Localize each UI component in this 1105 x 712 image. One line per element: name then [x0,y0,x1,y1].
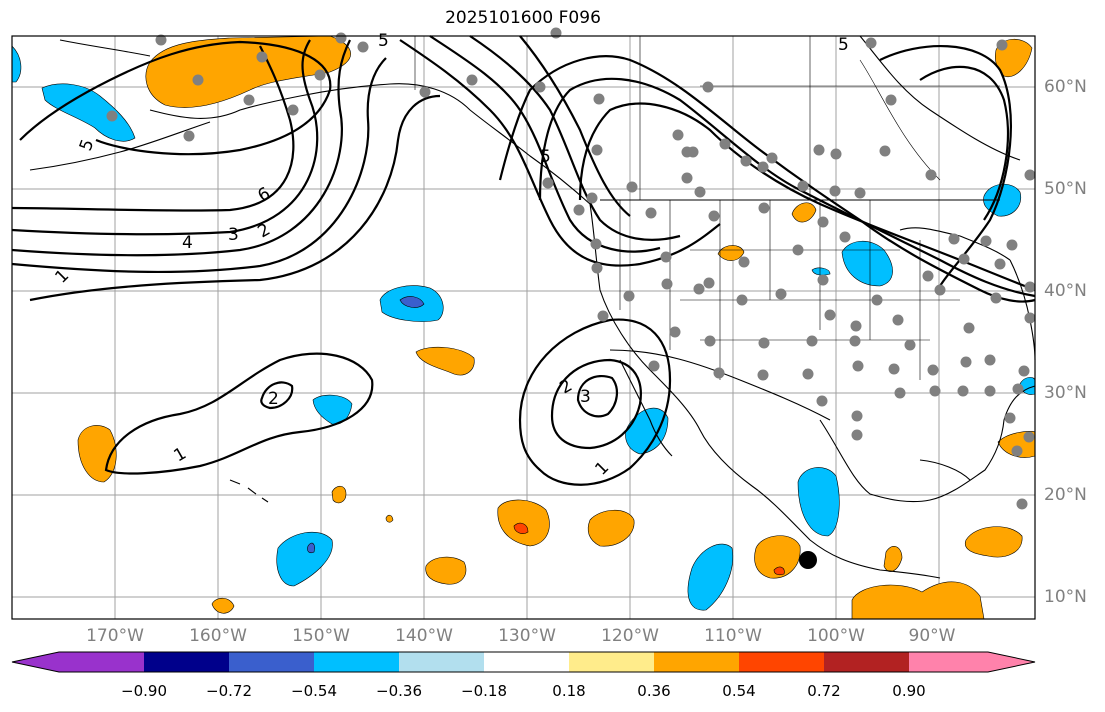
colorbar-tick-label: −0.72 [206,682,252,700]
lat-label: 20°N [1044,485,1087,505]
colorbar-tick-label: 0.72 [807,682,841,700]
contour-2-hawaii [104,352,374,475]
lat-label: 50°N [1044,179,1087,199]
blue-region-west-edge [11,45,22,83]
lon-label: 170°W [86,626,144,646]
royal-blue-core-south-1 [307,542,315,554]
orange-region-bottom-right [851,581,985,620]
contour-east-loop [879,45,1013,287]
yucatan [919,459,971,481]
state-borders [414,36,1000,380]
alaska-coast [59,39,591,205]
contour-label-3: 3 [228,225,239,245]
orange-region-central-america-1 [883,546,903,572]
red-core-south-1 [513,522,529,534]
contour-label-5-north: 5 [378,31,389,51]
contour-trough-outer [498,55,1036,303]
contour-ridge-2 [429,35,661,253]
contour-1-mexico [518,318,672,486]
baja-peninsula [619,359,673,457]
blue-region-pacific-south [687,543,734,611]
royal-blue-core-central-pacific [399,296,425,308]
coastlines [29,35,1036,579]
lat-label: 30°N [1044,383,1087,403]
contour-ring-c [11,57,387,274]
lon-label: 100°W [807,626,865,646]
contour-2-hawaii-inner [260,381,294,410]
blue-region-mexico-inland [797,467,840,537]
contour-ridge-4 [519,35,631,217]
contour-ring-a [11,39,319,236]
contour-2-mexico [550,358,642,450]
contour-1-north [29,94,441,302]
hawaii-islands [229,479,269,503]
lon-label: 160°W [189,626,247,646]
colorbar-min-extend [12,652,59,672]
contour-ring-b [11,39,351,257]
blue-region-aleutian [41,83,136,142]
contour-6 [11,45,295,212]
contour-ridge-3 [469,35,681,241]
lon-label: 90°W [908,626,956,646]
us-mexico-border [609,349,831,421]
great-lakes [899,227,1011,261]
colorbar-tick-label: −0.36 [376,682,422,700]
lat-label: 10°N [1044,587,1087,607]
colorbar-tick-label: 0.90 [892,682,926,700]
map-title: 2025101600 F096 [445,8,601,28]
hudson-bay-shore [859,35,1021,161]
orange-region-caribbean [964,526,1023,558]
lon-label: 110°W [704,626,762,646]
contour-label-5-east: 5 [838,35,849,55]
contour-trough-mid [538,77,1036,298]
station-dots [106,27,1036,510]
blue-region-mexico-coast [625,407,669,455]
orange-region-south-3 [425,556,467,585]
lon-label: 120°W [601,626,659,646]
contour-label-3-mexico: 3 [580,387,591,407]
orange-region-small-3 [211,597,235,614]
west-coast [589,203,941,579]
colorbar [11,651,1036,673]
orange-region-south-2 [587,509,635,547]
orange-region-central-pacific [415,346,475,376]
orange-region-small-1 [331,485,347,504]
orange-region-small-2 [385,514,394,523]
colorbar-tick-label: −0.90 [121,682,167,700]
anomaly-shading [11,35,1036,620]
contour-label-2-hawaii: 2 [268,389,279,409]
highlighted-point-marker [799,551,817,569]
contour-3-mexico [576,374,618,418]
orange-region-pacific-south [754,535,801,579]
colorbar-tick-label: 0.36 [637,682,671,700]
contour-label-4: 4 [182,233,193,253]
contour-5 [19,40,332,156]
orange-region-alaska [145,35,351,108]
colorbar-max-extend [988,652,1035,672]
colorbar-tick-label: 0.54 [722,682,756,700]
aleutian-chain [29,121,211,171]
colorbar-tick-label: −0.54 [291,682,337,700]
lat-label: 40°N [1044,281,1087,301]
plot-frame [11,35,1036,620]
blue-region-great-lakes [841,240,893,287]
lon-label: 140°W [395,626,453,646]
orange-region-montana [791,202,817,223]
colorbar-tick-label: −0.18 [461,682,507,700]
gulf-coast [819,385,1036,503]
contour-label-5-alaska: 5 [540,147,551,167]
red-core-pacific-south [773,566,785,576]
contour-east-loop-2 [919,65,1010,221]
blue-region-kansas-small [811,267,831,276]
lon-label: 130°W [498,626,556,646]
orange-region-south-1 [497,499,550,547]
colorbar-tick-label: 0.18 [552,682,586,700]
orange-region-colorado [717,245,745,261]
lat-label: 60°N [1044,77,1087,97]
lon-label: 150°W [292,626,350,646]
blue-region-south-1 [276,531,333,587]
colorbar-outline [11,651,1036,673]
